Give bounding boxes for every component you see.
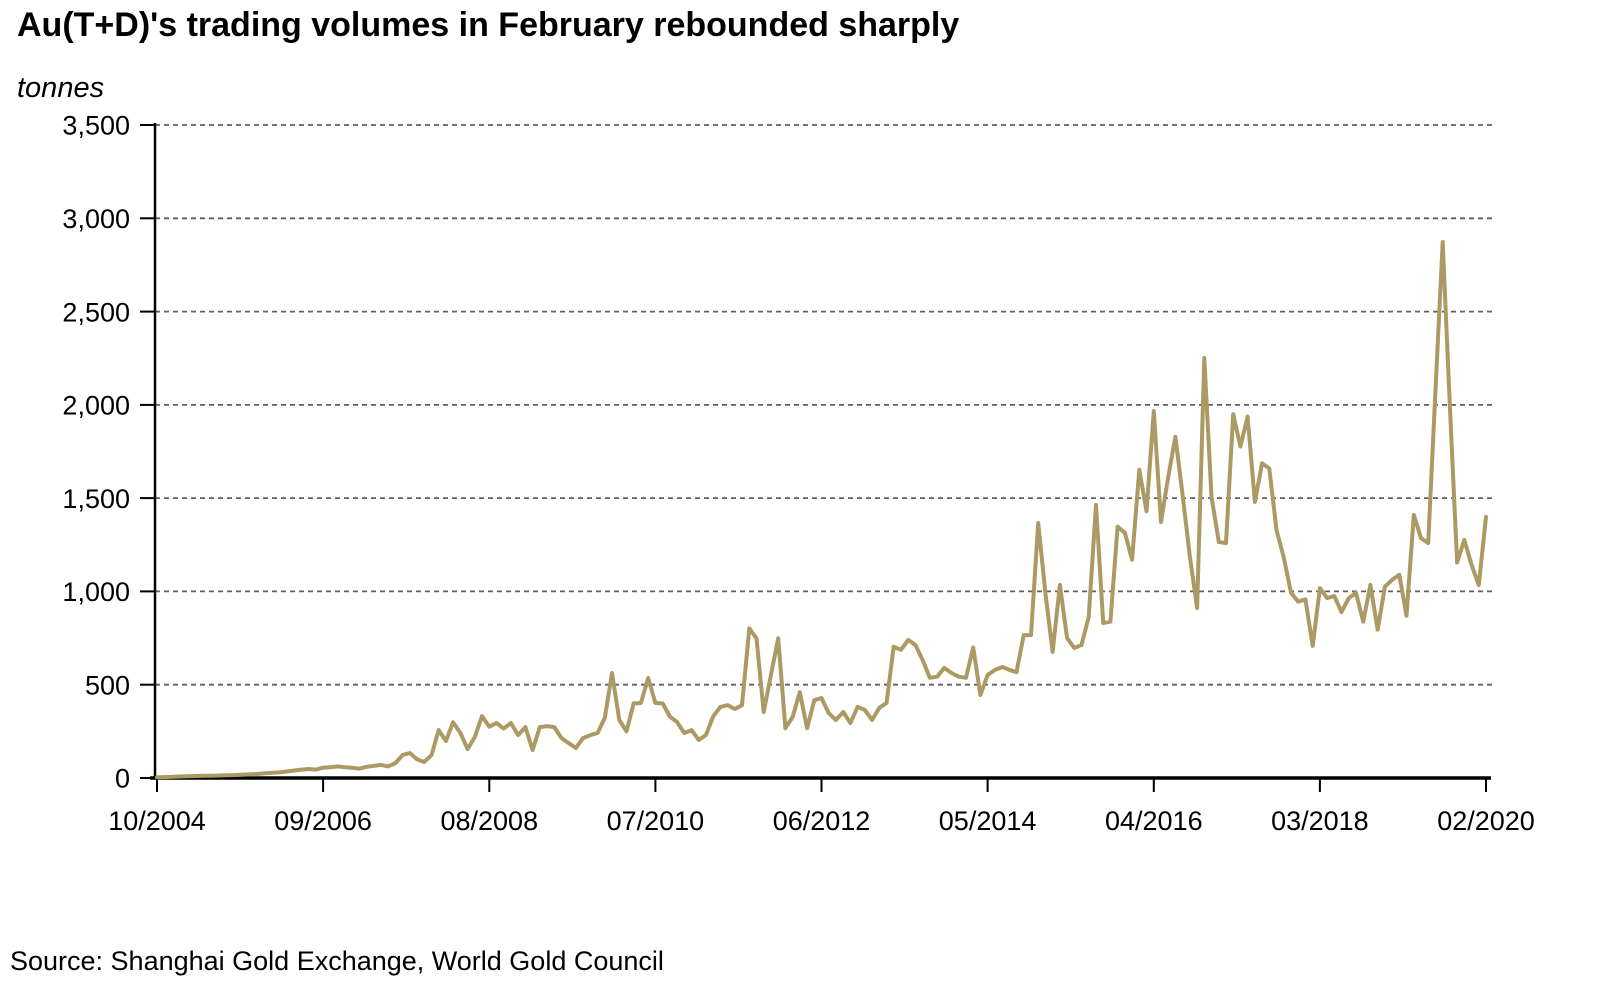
x-tick-label: 10/2004: [108, 806, 206, 836]
x-tick-label: 02/2020: [1437, 806, 1535, 836]
source-caption: Source: Shanghai Gold Exchange, World Go…: [10, 946, 664, 976]
y-axis-unit-label: tonnes: [17, 72, 105, 104]
y-tick-label: 500: [85, 670, 130, 700]
x-tick-label: 06/2012: [773, 806, 871, 836]
x-tick-label: 04/2016: [1105, 806, 1203, 836]
x-tick-label: 08/2008: [440, 806, 538, 836]
x-tick-label: 09/2006: [274, 806, 372, 836]
y-tick-label: 0: [115, 764, 130, 794]
x-tick-label: 05/2014: [939, 806, 1037, 836]
y-tick-label: 3,500: [62, 111, 130, 141]
chart-title: Au(T+D)'s trading volumes in February re…: [17, 6, 960, 44]
volume-line: [155, 240, 1488, 780]
y-tick-label: 1,000: [62, 577, 130, 607]
x-tick-label: 07/2010: [607, 806, 705, 836]
y-tick-label: 2,000: [62, 391, 130, 421]
y-tick-label: 2,500: [62, 297, 130, 327]
x-tick-label: 03/2018: [1271, 806, 1369, 836]
y-tick-label: 3,000: [62, 204, 130, 234]
y-tick-label: 1,500: [62, 484, 130, 514]
